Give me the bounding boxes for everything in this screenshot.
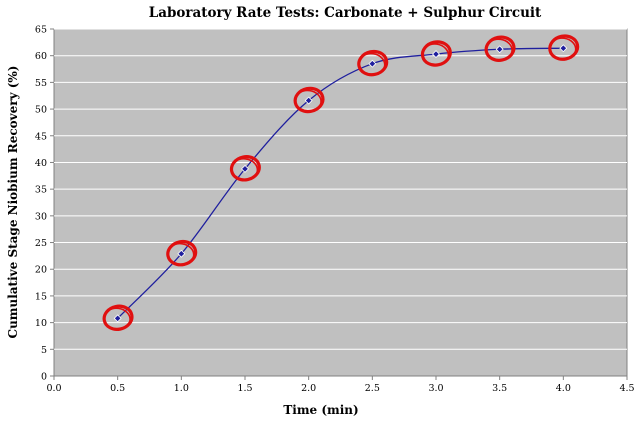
annotation-circle-inner-5	[421, 43, 450, 66]
annotation-circle-inner-2	[230, 157, 259, 181]
y-tick-label-12: 60	[35, 51, 47, 62]
y-tick-label-6: 30	[35, 211, 47, 222]
x-tick-label-9: 4.5	[619, 383, 634, 394]
chart-title: Laboratory Rate Tests: Carbonate + Sulph…	[149, 5, 542, 21]
annotation-circle-inner-4	[358, 52, 386, 76]
y-axis-title: Cumulative Stage Niobium Recovery (%)	[6, 66, 20, 339]
y-tick-label-0: 0	[41, 372, 47, 383]
x-tick-label-1: 0.5	[110, 383, 125, 394]
data-point-7	[559, 44, 568, 53]
x-tick-label-6: 3.0	[428, 383, 443, 394]
y-tick-label-11: 55	[35, 78, 47, 89]
data-point-2	[241, 164, 249, 173]
y-tick-label-1: 5	[41, 345, 47, 356]
annotation-circle-inner-3	[294, 89, 322, 113]
x-tick-label-2: 1.0	[174, 383, 189, 394]
x-tick-label-4: 2.0	[301, 383, 316, 394]
data-point-1	[177, 249, 186, 258]
annotation-circle-inner-7	[549, 37, 577, 60]
y-tick-label-8: 40	[35, 158, 47, 169]
x-axis-title: Time (min)	[283, 403, 358, 417]
y-tick-label-9: 45	[35, 131, 47, 142]
annotation-circle-inner-1	[167, 242, 195, 266]
plot-area: 0 5 10 15 20 25 30 35 40 45 50 55 60 65 0.0 0.5 1.0 1.5 2.…	[35, 25, 635, 395]
data-point-5	[432, 50, 440, 59]
plot-background	[53, 28, 628, 377]
y-tick-label-7: 35	[35, 185, 47, 196]
y-tick-label-13: 65	[35, 25, 47, 36]
annotation-circle-inner-6	[485, 38, 513, 62]
x-tick-label-7: 3.5	[492, 383, 507, 394]
y-tick-label-5: 25	[35, 238, 47, 249]
y-tick-label-10: 50	[35, 105, 47, 116]
y-tick-label-3: 15	[35, 291, 47, 302]
data-point-0	[113, 314, 122, 323]
y-tick-label-2: 10	[35, 318, 47, 329]
y-tick-label-4: 20	[35, 265, 47, 276]
x-tick-label-5: 2.5	[365, 383, 380, 394]
x-tick-label-0: 0.0	[46, 383, 61, 394]
data-point-6	[495, 45, 504, 54]
data-point-4	[368, 59, 377, 68]
data-point-3	[304, 96, 313, 105]
x-tick-label-3: 1.5	[237, 383, 252, 394]
x-tick-label-8: 4.0	[556, 383, 571, 394]
annotation-circle-inner-0	[103, 307, 131, 331]
